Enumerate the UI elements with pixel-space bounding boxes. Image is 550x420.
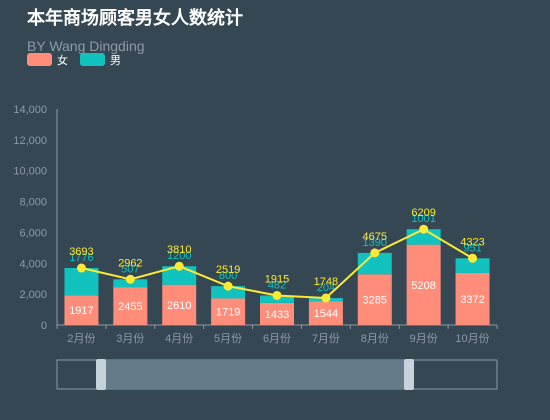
line-point[interactable]	[468, 253, 478, 263]
line-point[interactable]	[174, 261, 184, 271]
legend-label-male[interactable]: 男	[110, 55, 121, 67]
x-tick-label: 5月份	[214, 332, 242, 345]
bar-label-female: 5208	[411, 280, 435, 292]
data-zoom-slider[interactable]	[56, 359, 498, 390]
zoom-window[interactable]	[101, 360, 409, 389]
bar-female[interactable]	[64, 295, 99, 325]
line-series: 3693 2962 3810 2519 1915 1748 4675 6209 4323	[69, 207, 485, 303]
x-tick-label: 10月份	[455, 332, 489, 345]
bar-male[interactable]	[64, 268, 99, 296]
bar-label-female: 1544	[314, 308, 338, 320]
bar-label-female: 3372	[460, 294, 484, 306]
bar-female[interactable]	[113, 287, 148, 325]
chart-subtitle: BY Wang Dingding	[27, 38, 145, 54]
y-tick-label: 4,000	[19, 258, 47, 270]
legend-label-female[interactable]: 女	[57, 53, 68, 67]
chart-title: 本年商场顾客男女人数统计	[27, 7, 243, 28]
line-point[interactable]	[321, 293, 331, 303]
x-tick-label: 8月份	[361, 332, 389, 345]
bar-female[interactable]	[211, 298, 246, 325]
bar-male[interactable]	[455, 258, 490, 273]
x-tick-label: 9月份	[410, 332, 438, 345]
line-point-label: 2962	[118, 257, 142, 269]
bar-male[interactable]	[211, 286, 246, 299]
bar-label-male: 1390	[363, 237, 387, 249]
bar-male[interactable]	[357, 252, 392, 275]
bar-female[interactable]	[455, 272, 490, 325]
line-point[interactable]	[272, 290, 282, 300]
y-tick-label: 12,000	[13, 135, 47, 147]
bar-label-female: 3285	[363, 295, 387, 307]
line-point-label: 4675	[363, 231, 387, 243]
y-tick-label: 10,000	[13, 166, 47, 178]
line-point[interactable]	[370, 248, 380, 258]
bar-label-female: 1433	[265, 309, 289, 321]
y-tick-label: 0	[41, 320, 47, 332]
line-point-label: 1915	[265, 273, 289, 285]
bar-label-male: 800	[219, 270, 237, 282]
y-tick-label: 6,000	[19, 227, 47, 239]
bar-female[interactable]	[308, 301, 343, 325]
bar-label-female: 2455	[118, 301, 142, 313]
line-point-label: 2519	[216, 264, 240, 276]
line-point-label: 4323	[460, 236, 484, 248]
line-point[interactable]	[223, 281, 233, 291]
bar-label-male: 1776	[69, 252, 93, 264]
zoom-handle-left[interactable]	[96, 359, 106, 390]
legend-swatch-male[interactable]	[80, 53, 105, 66]
line-point-label: 3810	[167, 244, 191, 256]
line-point[interactable]	[419, 224, 429, 234]
x-tick-label: 3月份	[116, 332, 144, 345]
line-point-label: 1748	[314, 276, 338, 288]
bar-label-male: 1001	[411, 213, 435, 225]
x-tick-label: 7月份	[312, 332, 340, 345]
zoom-handle-right[interactable]	[404, 359, 414, 390]
y-tick-label: 8,000	[19, 197, 47, 209]
bar-label-female: 1719	[216, 307, 240, 319]
line-point-label: 3693	[69, 246, 93, 258]
bar-label-female: 2610	[167, 300, 191, 312]
y-tick-label: 2,000	[19, 289, 47, 301]
x-tick-label: 2月份	[67, 332, 95, 345]
line-point[interactable]	[125, 274, 135, 284]
bar-male[interactable]	[162, 266, 197, 285]
y-tick-label: 14,000	[13, 104, 47, 116]
bar-female[interactable]	[260, 302, 294, 325]
bar-female[interactable]	[406, 244, 441, 325]
legend[interactable]: 女男	[27, 53, 121, 67]
y-axis: 0 2,000 4,000 6,000 8,000 10,000 12,000 14,000	[13, 104, 58, 332]
bar-label-female: 1917	[69, 305, 93, 317]
bar-female[interactable]	[162, 284, 197, 325]
x-axis: 2月份 3月份 4月份 5月份 6月份 7月份 8月份 9月份 10月份	[56, 324, 498, 345]
bar-label-male: 1200	[167, 250, 191, 262]
line-point[interactable]	[76, 263, 86, 273]
bar-label-male: 507	[121, 263, 139, 275]
legend-swatch-female[interactable]	[27, 53, 52, 66]
bar-label-male: 204	[317, 282, 335, 294]
bar-female[interactable]	[357, 274, 392, 325]
bar-label-male: 482	[268, 279, 286, 291]
bar-label-male: 951	[463, 242, 481, 254]
x-tick-label: 4月份	[165, 332, 193, 345]
x-tick-label: 6月份	[263, 332, 291, 345]
line-point-label: 6209	[411, 207, 435, 219]
